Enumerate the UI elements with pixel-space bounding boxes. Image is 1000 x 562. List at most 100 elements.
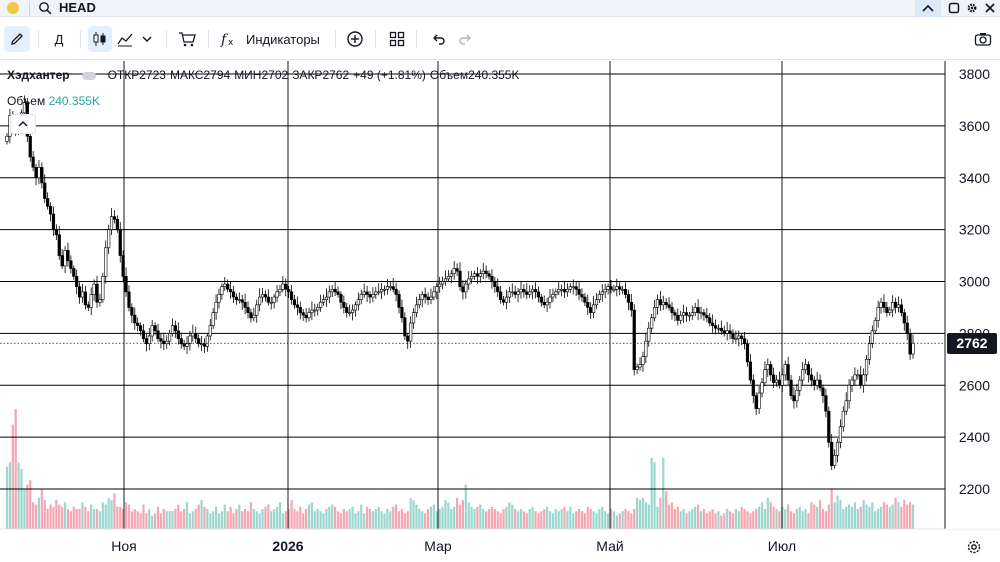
volume-bar [153, 513, 157, 529]
candle-body [423, 294, 427, 298]
volume-bar [72, 506, 75, 529]
candles-style-button[interactable] [88, 26, 112, 52]
volume-bar [133, 509, 136, 529]
candle-body [464, 283, 468, 293]
collapse-toolbar-button[interactable] [915, 0, 941, 17]
candle-body [98, 299, 102, 303]
volume-bar [148, 509, 151, 529]
collapse-legend-button[interactable] [10, 114, 36, 134]
candle-body [127, 291, 131, 308]
volume-bar [740, 506, 743, 529]
compare-add-button[interactable] [342, 26, 368, 52]
candle-body [321, 299, 326, 303]
volume-bar [165, 511, 168, 529]
visibility-toggle-icon[interactable] [81, 71, 96, 80]
candle-body [632, 309, 636, 370]
volume-bar [23, 489, 26, 529]
volume-bar [55, 500, 58, 529]
candlestick-icon [93, 32, 106, 46]
volume-bar [606, 513, 610, 529]
candle-body [156, 330, 160, 339]
volume-bar [575, 511, 578, 529]
snapshot-button[interactable] [970, 26, 996, 52]
volume-bar [302, 513, 305, 529]
candle-body [182, 343, 186, 347]
candle-body [780, 374, 784, 386]
volume-bar [429, 506, 433, 529]
layouts-button[interactable] [384, 26, 410, 52]
redo-button[interactable] [454, 26, 478, 52]
candle-body [339, 294, 343, 303]
candle-body [612, 288, 616, 291]
volume-bar [95, 509, 99, 529]
volume-bar [90, 504, 93, 529]
volume-bar [546, 506, 549, 529]
candle-body [899, 304, 903, 313]
window-square-icon[interactable] [948, 2, 960, 14]
volume-bar [171, 511, 174, 529]
candle-body [629, 301, 633, 311]
candle-body [336, 291, 340, 295]
volume-bar [839, 500, 842, 529]
volume-bar [119, 506, 122, 529]
candle-body [220, 286, 224, 295]
volume-bar [174, 509, 177, 529]
volume-bar [17, 462, 20, 529]
candle-body [499, 291, 503, 300]
volume-bar [458, 504, 462, 529]
candle-body [153, 325, 157, 332]
volume-bar [246, 511, 250, 529]
shop-button[interactable] [174, 26, 200, 52]
interval-button[interactable]: Д [48, 26, 70, 52]
price-tick-label: 3600 [959, 118, 990, 134]
search-icon[interactable] [38, 1, 52, 15]
volume-bar [760, 502, 764, 529]
candle-body [234, 296, 239, 300]
area-style-button[interactable] [114, 26, 136, 52]
volume-bar [505, 506, 508, 529]
candle-body [72, 268, 76, 277]
candle-body [278, 288, 282, 293]
volume-bar [723, 513, 726, 529]
volume-bar [438, 509, 441, 529]
volume-bar [659, 497, 662, 529]
time-axis[interactable]: Ноя 2026 Мар Май Июл [111, 538, 796, 554]
candle-body [725, 330, 729, 334]
candle-body [647, 327, 651, 342]
volume-bar [833, 502, 836, 529]
symbol-search-input[interactable]: HEAD [59, 0, 96, 15]
candle-body [304, 314, 308, 319]
chart-style-dropdown[interactable] [138, 26, 156, 52]
candle-body [194, 333, 198, 339]
candle-body [394, 288, 398, 295]
volume-bar [801, 511, 804, 529]
candle-body [121, 255, 125, 277]
volume-bar [104, 504, 107, 529]
close-icon[interactable] [984, 2, 996, 14]
candle-body [772, 374, 776, 383]
volume-bar [882, 502, 886, 529]
candle-body [615, 286, 619, 290]
chart-grid [0, 61, 1000, 530]
draw-tool-button[interactable] [4, 26, 30, 52]
price-chart[interactable]: 380036003400320030002800260024002200 Ноя… [0, 61, 1000, 562]
chart-settings-icon[interactable] [965, 538, 983, 556]
volume-bar [711, 509, 714, 529]
candle-body [231, 291, 236, 298]
candle-body [272, 296, 276, 303]
candle-body [789, 379, 793, 396]
candle-body [249, 312, 253, 319]
volume-bar [20, 469, 23, 529]
price-axis[interactable]: 380036003400320030002800260024002200 [946, 61, 1000, 529]
volume-bar [61, 506, 64, 529]
gear-icon[interactable] [966, 2, 978, 14]
candle-body [258, 296, 262, 306]
divider [29, 1, 30, 16]
volume-bar [307, 504, 311, 529]
candle-body [667, 304, 671, 308]
undo-button[interactable] [426, 26, 450, 52]
time-tick-label: Мар [424, 538, 452, 554]
candle-body [560, 288, 564, 291]
